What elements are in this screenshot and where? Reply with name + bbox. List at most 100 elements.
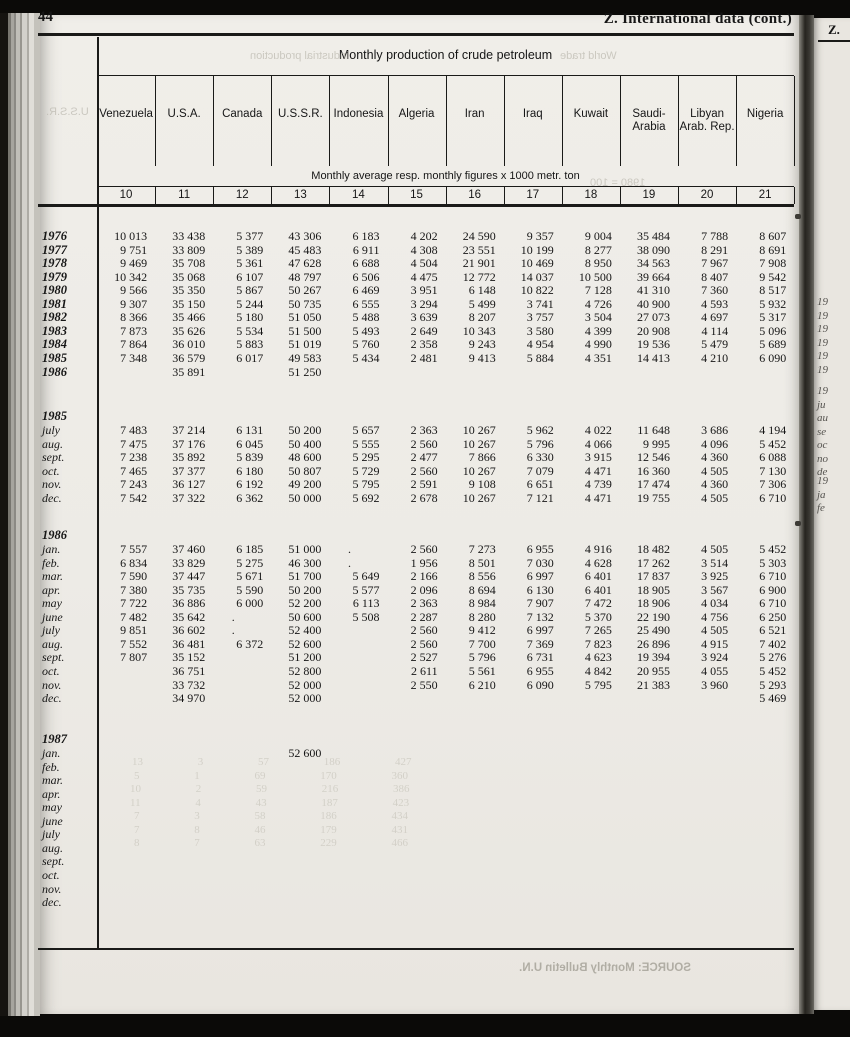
next-page-rule [818,40,850,42]
row-label: july [42,423,60,437]
data-cell: 4 505 [701,463,729,478]
data-cell: 3 294 [410,296,438,311]
data-cell: 9 413 [468,350,496,365]
table-row: sept. 7 807 35 152 51 200 2 527 5 796 6 731 4 6… [0,651,799,665]
section-heading: 1987 [42,732,67,746]
data-cell: 7 402 [759,636,787,651]
data-cell: 6 372 [236,636,264,651]
data-cell: 36 010 [172,337,206,352]
data-cell: 2 358 [410,337,438,352]
table-row: oct. [0,867,799,883]
column-header: Kuwait [573,108,609,120]
data-cell: . [231,609,235,624]
row-label: 1984 [42,337,67,352]
data-cell: 50 807 [288,463,322,478]
column-separator [445,187,447,204]
data-cell: 5 434 [352,350,380,365]
data-cell: 5 671 [236,569,264,584]
data-cell: 2 678 [410,490,438,505]
row-label: july [42,827,60,842]
data-cell: 10 013 [114,229,148,243]
data-cell: 18 906 [636,596,670,611]
data-cell: 9 243 [468,337,496,352]
data-cell: 41 310 [636,283,670,298]
data-cell: 6 090 [526,677,554,692]
data-cell: 10 267 [462,423,496,437]
data-cell: 20 955 [636,663,670,678]
data-cell: 6 731 [526,650,554,665]
data-cell: 21 901 [462,256,496,271]
unit-separator [97,186,794,187]
data-cell: 3 925 [701,569,729,584]
data-cell: 5 760 [352,337,380,352]
table-row: 1982 8 366 35 466 5 180 51 050 5 488 3 639 8 20… [0,311,799,325]
next-page-row-fragment: se [817,425,827,438]
data-cell: 50 400 [288,436,322,451]
data-cell: 5 689 [759,337,787,352]
data-cell: 6 401 [584,569,612,584]
data-cell: 4 954 [526,337,554,352]
data-cell: 12 546 [636,450,670,465]
data-cell: 6 148 [468,283,496,298]
bleedthrough-text: U.S.S.R. [46,106,89,118]
data-cell: 4 066 [584,436,612,451]
data-cell: 4 034 [701,596,729,611]
table-row: sept. [0,855,799,869]
table-row: feb. 6 834 33 829 5 275 46 300. 1 956 8 501 7 0… [0,555,799,571]
data-cell: 9 995 [642,436,670,451]
data-cell: 2 649 [410,323,438,338]
table-left-border [97,37,99,950]
next-page-row-fragment: fe [817,502,825,515]
data-cell: 7 130 [759,463,787,478]
column-header: Canada [222,108,263,120]
row-label: aug. [42,436,63,451]
data-cell: 5 469 [759,691,787,706]
data-cell: 2 560 [410,636,438,651]
data-cell: 5 508 [352,609,380,624]
table-row: apr. [0,787,799,802]
row-label: mar. [42,773,64,788]
next-page-row-fragment: 19 [817,385,828,397]
data-cell: 5 452 [759,436,787,451]
data-cell: 5 096 [759,323,787,338]
data-cell: 12 772 [462,269,496,284]
data-cell: 52 000 [288,677,322,692]
data-cell: 9 307 [120,296,148,311]
data-cell: 6 688 [352,256,380,271]
column-header: Iran [464,108,485,120]
bleedthrough-numbers: 7 3 58 186 434 [134,810,408,822]
row-label: oct. [42,867,60,882]
column-separator [271,187,273,204]
row-label: nov. [42,677,62,692]
title-separator [97,75,794,76]
column-number: 15 [410,189,423,201]
column-separator [271,76,273,166]
data-cell: 3 924 [701,650,729,665]
data-cell: 5 555 [352,436,380,451]
data-cell: 50 735 [288,296,322,311]
row-label: dec. [42,490,62,505]
data-cell: 6 088 [759,450,787,465]
data-cell: 5 180 [236,310,264,325]
data-cell: 37 214 [172,423,206,437]
data-cell: 7 265 [584,623,612,638]
table-row: 1980 9 566 35 350 5 867 50 267 6 469 3 951 6 14… [0,284,799,298]
data-cell: 6 107 [236,269,264,284]
data-cell: 36 751 [172,663,206,678]
bleedthrough-numbers: 8 7 63 229 466 [134,837,408,849]
table-row: 1985 7 348 36 579 6 017 49 583 5 434 2 481 9 41… [0,350,799,366]
column-separator [155,76,157,166]
next-page-row-fragment: 19 [817,296,828,308]
data-cell: 5 962 [526,423,554,437]
row-label: feb. [42,555,60,570]
data-cell: 2 560 [410,623,438,638]
data-cell: 35 150 [172,296,206,311]
data-cell: 4 114 [701,323,729,338]
data-cell: 7 823 [584,636,612,651]
data-cell: 10 199 [520,242,554,257]
data-cell: 7 121 [526,490,554,505]
data-cell: 6 017 [236,350,264,365]
data-cell: 5 499 [468,296,496,311]
row-label: june [42,813,63,828]
data-cell: 2 481 [410,350,438,365]
